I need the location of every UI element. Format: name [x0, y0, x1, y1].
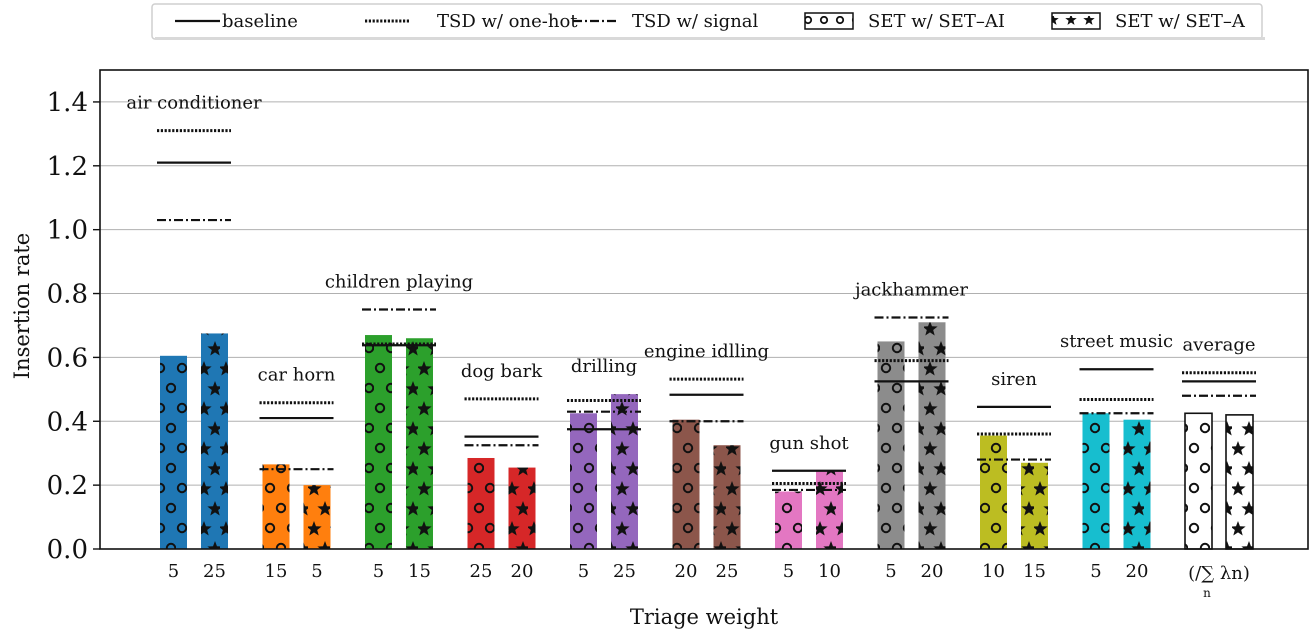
y-tick-label: 0.2 — [47, 471, 88, 501]
group-label: air conditioner — [126, 93, 262, 114]
x-tick-label: 20 — [675, 561, 698, 582]
bar-set-a — [1225, 414, 1254, 550]
group-label: gun shot — [769, 433, 849, 454]
x-tick-label: 5 — [168, 561, 179, 582]
group-labels: air conditioner car horn children playing d… — [126, 93, 1255, 454]
bar-set-a — [201, 333, 228, 549]
bar-set-a — [303, 485, 331, 549]
x-tick-label-average: (/∑ λn) — [1188, 563, 1250, 584]
group-label: car horn — [258, 365, 336, 386]
bar-set-ai — [467, 457, 495, 549]
x-tick-label: 20 — [921, 561, 944, 582]
x-tick-label: 5 — [885, 561, 896, 582]
legend-label: SET w/ SET–AI — [868, 11, 1005, 32]
x-axis-label: Triage weight — [630, 605, 779, 629]
bar-set-a — [611, 394, 638, 549]
x-tick-label: 15 — [408, 561, 431, 582]
group-label: street music — [1060, 331, 1173, 352]
x-tick-label: 20 — [511, 561, 534, 582]
plot-frame — [99, 69, 1309, 550]
legend-label: baseline — [222, 11, 298, 32]
y-axis-label: Insertion rate — [10, 233, 34, 380]
bar-set-a — [1021, 462, 1048, 549]
legend-label: SET w/ SET–A — [1115, 11, 1246, 32]
bar-set-a — [918, 322, 946, 549]
y-tick-label: 0.8 — [47, 280, 88, 310]
bar-set-ai — [570, 413, 597, 549]
y-tick-label: 0.4 — [47, 407, 88, 437]
legend-label: TSD w/ signal — [632, 11, 759, 32]
group-label: jackhammer — [853, 279, 968, 300]
legend-label: TSD w/ one-hot — [437, 11, 578, 32]
y-tick-label: 0.6 — [47, 343, 88, 373]
x-tick-label: 25 — [613, 561, 636, 582]
x-tick-label: 10 — [982, 561, 1005, 582]
bar-set-ai — [1184, 412, 1213, 550]
x-tick-label: 10 — [818, 561, 841, 582]
x-tick-label: 15 — [1023, 561, 1046, 582]
legend-swatch — [804, 12, 854, 30]
group-label: drilling — [571, 356, 637, 377]
y-tick-label: 1.2 — [47, 152, 88, 182]
legend-swatch — [1051, 12, 1101, 30]
bar-set-ai — [365, 335, 392, 549]
x-tick-label: 15 — [265, 561, 288, 582]
x-tick-label: 20 — [1126, 561, 1149, 582]
bar-set-a — [406, 338, 433, 549]
group-label: siren — [991, 369, 1037, 390]
group-label: children playing — [325, 272, 473, 293]
x-tick-label: 25 — [470, 561, 493, 582]
group-label: dog bark — [461, 361, 543, 382]
bar-set-ai — [160, 355, 187, 549]
y-tick-label: 1.4 — [47, 88, 88, 118]
bar-set-a — [1123, 419, 1151, 549]
x-tick-label: 5 — [373, 561, 384, 582]
reference-lines — [157, 129, 1256, 492]
axes: 5 25 15 5 5 15 25 20 5 25 20 25 5 10 5 20 10 15 5 20 (/∑ λn)… — [47, 69, 1309, 600]
group-label: average — [1182, 335, 1255, 356]
bar-set-ai — [262, 464, 290, 549]
x-tick-label: 25 — [716, 561, 739, 582]
bar-set-ai — [775, 491, 802, 549]
x-tick-label: 5 — [1090, 561, 1101, 582]
bar-set-ai — [1082, 413, 1110, 549]
bar-set-a — [713, 445, 741, 549]
grid-lines — [100, 101, 1308, 486]
group-label: engine idlling — [644, 341, 769, 362]
bar-set-ai — [980, 435, 1007, 549]
bar-set-ai — [672, 419, 700, 549]
x-tick-label-subscript: n — [1203, 586, 1211, 600]
legend: baseline TSD w/ one-hot TSD w/ signal SET w… — [151, 3, 1265, 40]
bars — [160, 322, 1254, 550]
x-tick-label: 5 — [783, 561, 794, 582]
x-tick-label: 25 — [203, 561, 226, 582]
bar-set-ai — [877, 341, 905, 549]
y-tick-label: 0.0 — [47, 535, 88, 565]
bar-set-a — [508, 467, 536, 549]
y-tick-label: 1.0 — [47, 216, 88, 246]
x-tick-label: 5 — [311, 561, 322, 582]
x-tick-label: 5 — [578, 561, 589, 582]
